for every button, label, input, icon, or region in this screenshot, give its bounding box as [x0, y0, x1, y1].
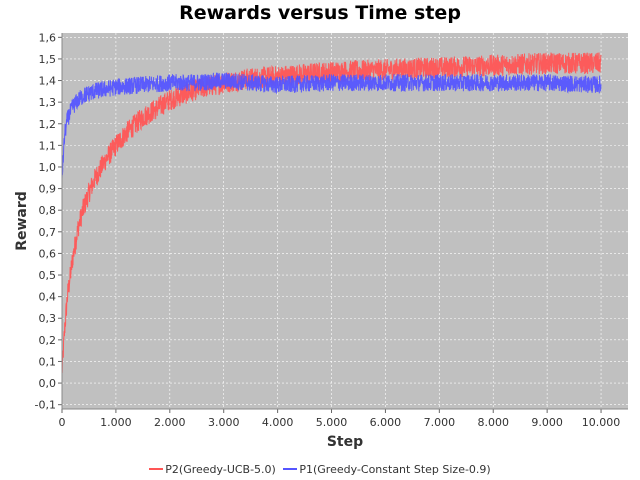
y-tick-label: 1,0 [39, 161, 57, 174]
legend-label-p1: P1(Greedy-Constant Step Size-0.9) [299, 462, 491, 476]
x-tick-label: 8.000 [477, 416, 509, 429]
x-tick-label: 3.000 [208, 416, 240, 429]
x-axis-label: Step [327, 434, 363, 450]
legend-swatch-p2 [149, 468, 164, 470]
y-axis-label: Reward [14, 191, 30, 251]
y-tick-label: 0,7 [39, 226, 57, 239]
legend-item-p2: P2(Greedy-UCB-5.0) [149, 463, 276, 476]
y-tick-label: 1,4 [39, 75, 57, 88]
series-line-p1 [61, 72, 602, 179]
y-tick-label: 1,6 [39, 31, 57, 44]
y-tick-label: 1,5 [39, 53, 57, 66]
y-tick-label: 0,9 [39, 183, 57, 196]
x-tick-label: 4.000 [262, 416, 294, 429]
x-tick-label: 7.000 [424, 416, 456, 429]
legend: P2(Greedy-UCB-5.0) P1(Greedy-Constant St… [0, 460, 640, 476]
plot-area [62, 33, 628, 409]
legend-swatch-p1 [283, 468, 298, 470]
x-tick-label: 6.000 [370, 416, 402, 429]
tick-labels: -0,1 0,0 0,1 0,2 0,3 0,4 0,5 0,6 0,7 0,8 0,9 1,0 1,1… [35, 31, 621, 429]
y-tick-label: 0,6 [39, 247, 57, 260]
x-tick-label: 10.000 [582, 416, 621, 429]
y-tick-label: 1,3 [39, 96, 57, 109]
y-tick-label: 1,1 [39, 139, 57, 152]
y-tick-label: 0,3 [39, 312, 57, 325]
x-tick-label: 9.000 [531, 416, 563, 429]
y-tick-label: -0,1 [35, 399, 56, 412]
y-tick-label: 0,8 [39, 204, 57, 217]
y-tick-label: 0,0 [39, 377, 57, 390]
series-layer [61, 52, 602, 373]
legend-item-p1: P1(Greedy-Constant Step Size-0.9) [283, 462, 491, 476]
legend-label-p2: P2(Greedy-UCB-5.0) [165, 462, 276, 476]
axes [58, 33, 628, 413]
y-tick-label: 0,5 [39, 269, 57, 282]
y-tick-label: 1,2 [39, 118, 57, 131]
x-tick-label: 1.000 [100, 416, 132, 429]
x-tick-label: 2.000 [154, 416, 186, 429]
x-tick-label: 0 [59, 416, 66, 429]
chart-title: Rewards versus Time step [179, 2, 461, 24]
x-tick-label: 5.000 [316, 416, 348, 429]
y-tick-label: 0,4 [39, 291, 57, 304]
series-line-p2 [61, 52, 602, 373]
y-tick-label: 0,2 [39, 334, 57, 347]
y-tick-label: 0,1 [39, 355, 57, 368]
